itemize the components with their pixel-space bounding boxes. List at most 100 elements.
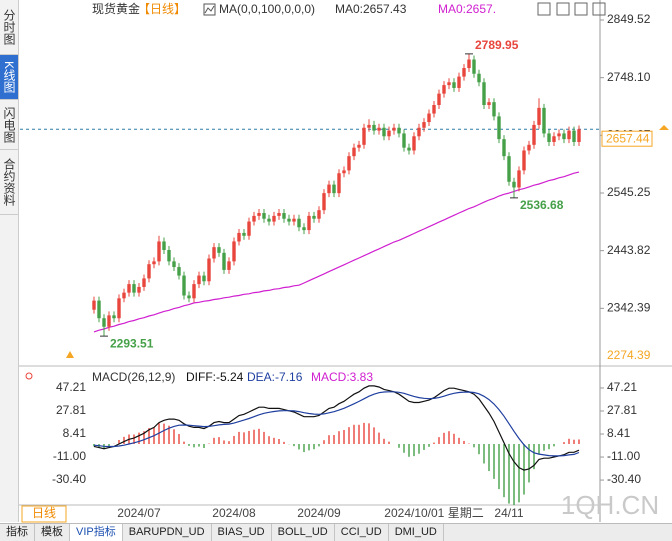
x-tick-label: 2024/08 (212, 506, 256, 520)
bottom-tabs: 指标 模板 VIP指标 BARUPDN_UD BIAS_UD BOLL_UD C… (0, 523, 672, 541)
candle-body (377, 127, 381, 131)
x-tick-label: 24/11 (494, 506, 523, 520)
x-tick-label: 2024/10/01 星期二 (384, 506, 483, 520)
candle-body (342, 170, 346, 174)
candle-body (452, 82, 456, 88)
bottom-tab[interactable]: BIAS_UD (212, 524, 272, 541)
bottom-tab[interactable]: 指标 (0, 524, 35, 541)
candle-body (407, 147, 411, 151)
candle-body (427, 113, 431, 123)
macd-y-tick-label: 27.81 (607, 403, 637, 417)
macd-y-tick-label-left: 8.41 (63, 426, 87, 440)
candle-body (287, 218, 291, 222)
candle-body (337, 173, 341, 194)
y-tick-label: 2342.39 (607, 301, 651, 315)
macd-title: MACD(26,12,9) (92, 370, 175, 384)
candle-body (97, 300, 101, 319)
ma-icon-line (204, 5, 215, 14)
candle-body (277, 213, 281, 216)
last-price-label: 2657.44 (606, 131, 650, 145)
candle-body (172, 261, 176, 268)
candle-body (567, 130, 571, 140)
y-tick-label: 2748.10 (607, 70, 651, 84)
candle-body (267, 218, 271, 222)
macd-y-tick-label: 8.41 (607, 426, 631, 440)
candle-body (147, 264, 151, 279)
side-tab[interactable]: 分时图 (0, 0, 18, 55)
bottom-tab[interactable]: CCI_UD (335, 524, 389, 541)
candle-body (537, 107, 541, 125)
candle-body (352, 147, 356, 157)
candle-body (477, 73, 481, 83)
candle-body (242, 232, 246, 236)
candle-body (132, 284, 136, 293)
macd-readout-value: 3.83 (350, 370, 374, 384)
candle-body (547, 133, 551, 142)
candle-body (322, 193, 326, 211)
side-tabs: 分时图 K线图 闪电图 合约资料 (0, 0, 19, 522)
period-button-box[interactable] (21, 505, 67, 523)
candle-body (162, 241, 166, 250)
candle-body (142, 278, 146, 287)
candle-body (202, 275, 206, 282)
candle-body (217, 247, 221, 253)
x-tick-label: 2024/09 (297, 506, 341, 520)
macd-readout-label: DIFF: (186, 370, 216, 384)
candle-body (177, 267, 181, 276)
scroll-arrow[interactable] (66, 351, 74, 358)
bottom-tab[interactable]: BOLL_UD (272, 524, 335, 541)
candle-body (127, 284, 131, 293)
candle-body (417, 127, 421, 137)
macd-readout-label: DEA: (247, 370, 275, 384)
y-tick-label: 2443.82 (607, 243, 651, 257)
close-icon[interactable] (592, 2, 606, 16)
zoom-out-icon[interactable] (556, 2, 570, 16)
bottom-tab[interactable]: 模板 (35, 524, 70, 541)
candle-body (492, 102, 496, 117)
candle-body (412, 136, 416, 151)
candle-body (502, 139, 506, 157)
settings-icon[interactable] (574, 2, 588, 16)
candle-body (112, 315, 116, 319)
candle-body (527, 144, 531, 151)
candle-body (282, 213, 286, 219)
macd-y-tick-label-left: 27.81 (56, 403, 86, 417)
side-tab-active[interactable]: K线图 (0, 55, 18, 100)
candle-body (507, 156, 511, 182)
candle-body (197, 275, 201, 285)
diff-line (93, 385, 580, 471)
period-button[interactable]: 日线 (32, 506, 56, 520)
side-tab[interactable]: 闪电图 (0, 100, 18, 150)
dea-line (93, 391, 580, 457)
candle-body (532, 124, 536, 145)
bottom-tab[interactable]: BARUPDN_UD (123, 524, 212, 541)
candle-body (302, 227, 306, 231)
macd-icon[interactable] (25, 372, 33, 380)
macd-readout-label: MACD: (311, 370, 350, 384)
ma-icon[interactable] (203, 3, 216, 16)
candle-body (317, 210, 321, 219)
zoom-icon[interactable] (537, 2, 551, 16)
candle-body (422, 122, 426, 128)
candle-body (512, 181, 516, 188)
side-tab[interactable]: 合约资料 (0, 150, 18, 215)
candle-body (392, 127, 396, 131)
candle-body (497, 116, 501, 140)
candle-body (297, 218, 301, 228)
extreme-label: 2789.95 (475, 38, 519, 52)
bottom-tab-active[interactable]: VIP指标 (70, 524, 123, 541)
candle-body (572, 130, 576, 142)
macd-y-tick-label: 47.21 (607, 380, 637, 394)
candle-body (487, 102, 491, 106)
candle-body (397, 127, 401, 134)
indicator-label: MA(0,0,100,0,0,0) (219, 2, 315, 16)
macd-y-tick-label: -30.40 (607, 472, 641, 486)
candle-body (437, 93, 441, 106)
instrument-title: 现货黄金 (92, 1, 140, 16)
period-label: 【日线】 (138, 2, 186, 16)
last-price-box (601, 130, 653, 147)
macd-readout-value: -7.16 (275, 370, 303, 384)
bottom-tab[interactable]: DMI_UD (389, 524, 444, 541)
candle-body (272, 215, 276, 222)
